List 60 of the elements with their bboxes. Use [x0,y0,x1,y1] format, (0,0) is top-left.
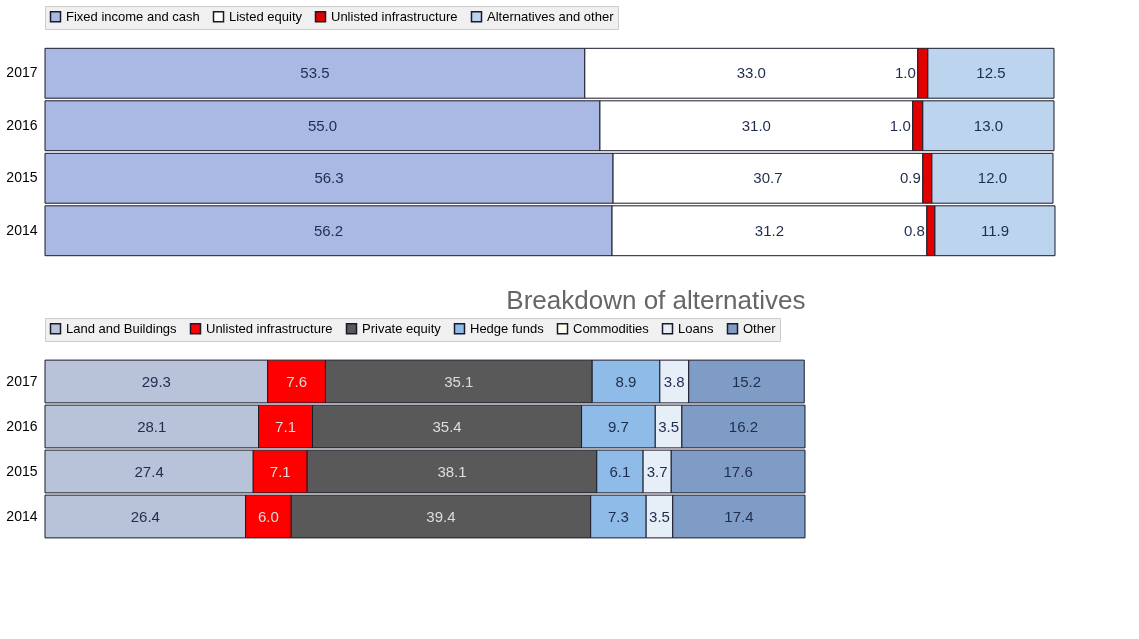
y-tick-label: 2015 [6,169,38,186]
data-label: 3.5 [649,507,670,525]
data-label: 16.2 [728,417,759,435]
data-label: 3.8 [663,372,685,390]
data-label: 0.8 [904,221,925,239]
data-label: 0.9 [899,169,921,187]
data-label: 26.4 [130,507,160,525]
legend-label: Listed equity [229,8,303,24]
data-label: 6.0 [258,507,279,525]
legend-label: Fixed income and cash [66,8,200,24]
data-label: 30.7 [753,169,783,187]
data-label: 55.0 [307,116,338,134]
y-tick-label: 2015 [6,462,38,479]
data-label: 7.1 [275,417,296,435]
data-label: 28.1 [137,417,167,435]
data-label: 7.1 [269,462,291,480]
chart-title: Breakdown of alternatives [506,284,806,315]
legend-label: Commodities [573,320,650,336]
data-label: 35.1 [444,372,474,390]
data-label: 8.9 [615,372,637,390]
legend-label: Loans [678,320,714,336]
legend-label: Land and Buildings [66,320,178,336]
data-label: 9.7 [607,417,629,435]
data-label: 38.1 [437,462,467,480]
data-label: 1.0 [889,116,911,134]
data-label: 29.3 [141,372,171,390]
legend-label: Alternatives and other [487,8,615,24]
y-tick-label: 2016 [6,417,38,434]
y-tick-label: 2016 [6,116,38,133]
y-tick-label: 2017 [6,64,38,81]
y-tick-label: 2014 [6,507,38,524]
data-label: 56.2 [313,221,344,239]
data-label: 39.4 [426,507,456,525]
data-label: 17.6 [723,462,753,480]
data-label: 12.0 [977,169,1008,187]
data-label: 1.0 [894,64,916,82]
data-label: 53.5 [300,64,330,82]
data-label: 33.0 [736,64,766,82]
data-label: 11.9 [980,221,1010,239]
data-label: 17.4 [724,507,754,525]
data-label: 27.4 [134,462,164,480]
data-label: 15.2 [731,372,762,390]
y-tick-label: 2017 [6,372,38,389]
legend-label: Hedge funds [470,320,545,336]
data-label: 12.5 [976,64,1006,82]
legend-label: Unlisted infrastructure [206,320,333,336]
data-label: 13.0 [973,116,1004,134]
legend-label: Unlisted infrastructure [331,8,458,24]
data-label: 31.0 [741,116,771,134]
data-label: 7.6 [286,372,307,390]
legend-label: Private equity [362,320,442,336]
legend-label: Other [743,320,777,336]
data-label: 3.7 [646,462,668,480]
y-tick-label: 2014 [6,221,38,238]
data-label: 56.3 [314,169,344,187]
data-label: 6.1 [609,462,631,480]
data-label: 7.3 [607,507,629,525]
data-label: 31.2 [754,221,785,239]
data-label: 3.5 [658,417,680,435]
data-label: 35.4 [432,417,462,435]
